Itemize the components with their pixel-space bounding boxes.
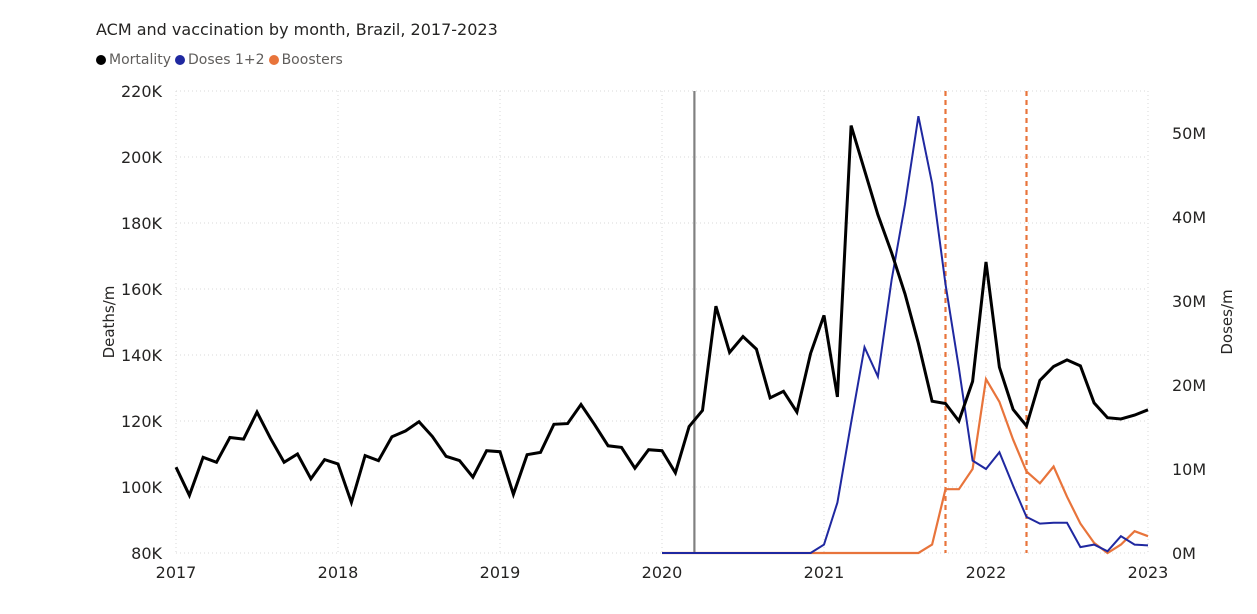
x-tick-label: 2019 bbox=[480, 563, 521, 582]
y2-tick-label: 30M bbox=[1172, 292, 1206, 311]
chart-title: ACM and vaccination by month, Brazil, 20… bbox=[96, 20, 498, 39]
y2-axis-title: Doses/m bbox=[1218, 289, 1236, 354]
legend-marker bbox=[96, 55, 106, 65]
legend-marker bbox=[268, 55, 279, 65]
x-tick-label: 2023 bbox=[1128, 563, 1169, 582]
legend-marker bbox=[175, 55, 186, 65]
x-tick-label: 2022 bbox=[966, 563, 1007, 582]
y2-tick-label: 0M bbox=[1172, 544, 1196, 563]
legend-item-boosters[interactable]: Boosters bbox=[268, 52, 343, 68]
y-tick-label: 200K bbox=[121, 148, 163, 167]
y-tick-label: 80K bbox=[131, 544, 162, 563]
y-tick-label: 160K bbox=[121, 280, 163, 299]
x-tick-label: 2020 bbox=[642, 563, 683, 582]
y-tick-label: 100K bbox=[121, 478, 163, 497]
legend-label: Mortality bbox=[109, 52, 172, 68]
legend: Mortality Doses 1+2 Boosters bbox=[96, 52, 347, 68]
y-tick-label: 220K bbox=[121, 82, 163, 101]
y-tick-label: 120K bbox=[121, 412, 163, 431]
y-tick-label: 180K bbox=[121, 214, 163, 233]
y2-tick-label: 40M bbox=[1172, 208, 1206, 227]
legend-label: Boosters bbox=[281, 52, 343, 68]
series-line-doses-1-2 bbox=[662, 116, 1149, 554]
x-tick-label: 2021 bbox=[804, 563, 845, 582]
legend-item-mortality[interactable]: Mortality bbox=[96, 52, 171, 68]
y-tick-label: 140K bbox=[121, 346, 163, 365]
y2-tick-label: 10M bbox=[1172, 460, 1206, 479]
y2-tick-label: 50M bbox=[1172, 124, 1206, 143]
y2-tick-label: 20M bbox=[1172, 376, 1206, 395]
legend-label: Doses 1+2 bbox=[188, 52, 265, 68]
legend-item-doses-1-2[interactable]: Doses 1+2 bbox=[175, 52, 265, 68]
y-axis-title: Deaths/m bbox=[100, 286, 118, 359]
series-line-boosters bbox=[662, 375, 1149, 555]
x-tick-label: 2018 bbox=[318, 563, 359, 582]
x-tick-label: 2017 bbox=[156, 563, 197, 582]
series-line-mortality bbox=[174, 125, 1149, 508]
